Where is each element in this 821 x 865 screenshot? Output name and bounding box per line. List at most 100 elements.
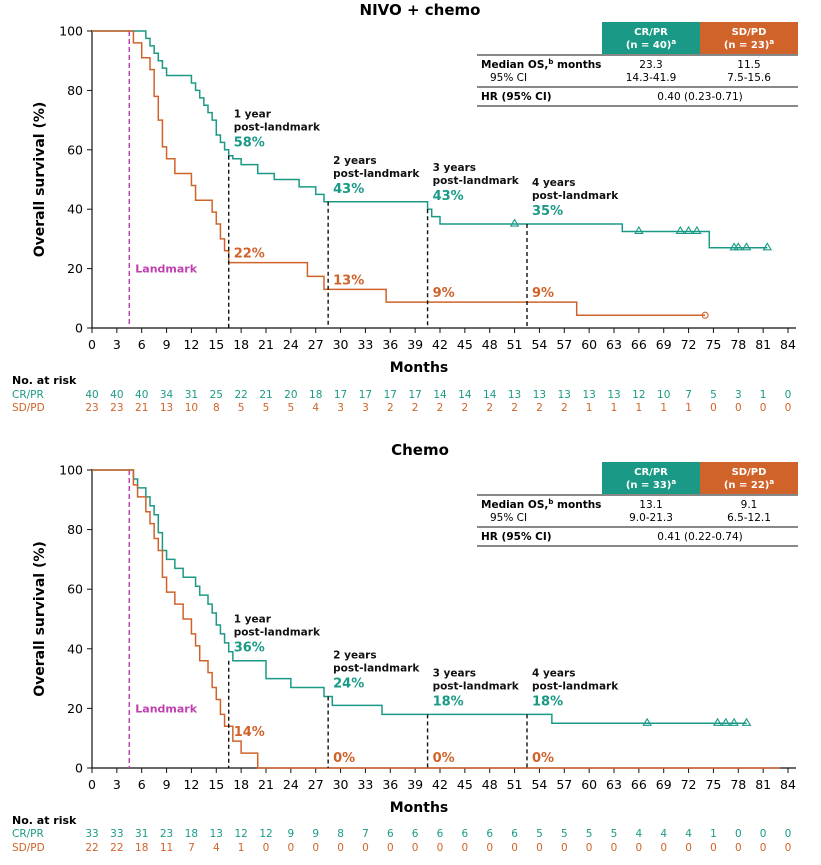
risk-count: 0 xyxy=(760,842,767,854)
x-tick-label: 0 xyxy=(88,337,96,352)
risk-count: 6 xyxy=(437,828,444,840)
x-axis-label: Months xyxy=(390,800,449,816)
risk-count: 0 xyxy=(511,842,518,854)
risk-count: 0 xyxy=(710,842,717,854)
x-tick-label: 6 xyxy=(138,777,146,792)
table-header-n-sup: a xyxy=(671,38,676,46)
risk-count: 13 xyxy=(533,389,546,401)
x-tick-label: 81 xyxy=(755,777,771,792)
risk-count: 31 xyxy=(185,389,198,401)
y-axis-label: Overall survival (%) xyxy=(32,541,48,697)
risk-row-label-sdpd: SD/PD xyxy=(12,402,45,414)
risk-table-title: No. at risk xyxy=(12,814,77,827)
x-tick-label: 78 xyxy=(730,337,746,352)
annotation-post-landmark-label: post-landmark xyxy=(532,680,619,692)
risk-count: 2 xyxy=(511,402,518,414)
annotation-sdpd-value: 0% xyxy=(333,751,355,766)
risk-count: 0 xyxy=(362,842,369,854)
x-tick-label: 84 xyxy=(780,777,796,792)
annotation-sdpd-value: 9% xyxy=(433,286,455,301)
risk-count: 2 xyxy=(412,402,419,414)
y-tick-label: 60 xyxy=(67,142,83,157)
table-ci-label: 95% CI xyxy=(490,72,527,84)
table-median-suffix: months xyxy=(553,499,601,511)
x-tick-label: 12 xyxy=(183,337,199,352)
risk-count: 0 xyxy=(312,842,319,854)
risk-row-label-crpr: CR/PR xyxy=(12,389,44,401)
annotation-sdpd-value: 14% xyxy=(234,725,265,740)
annotation-year-label: 3 years xyxy=(433,162,476,174)
x-tick-label: 30 xyxy=(333,337,349,352)
x-tick-label: 36 xyxy=(382,337,398,352)
x-tick-label: 27 xyxy=(308,337,324,352)
censor-mark xyxy=(701,311,709,319)
table-header-n-text: (n = 22) xyxy=(724,480,770,491)
risk-count: 0 xyxy=(735,828,742,840)
risk-count: 17 xyxy=(334,389,347,401)
risk-count: 6 xyxy=(412,828,419,840)
risk-count: 0 xyxy=(337,842,344,854)
x-tick-label: 21 xyxy=(258,337,274,352)
annotation-post-landmark-label: post-landmark xyxy=(234,627,321,639)
x-tick-label: 12 xyxy=(183,777,199,792)
y-tick-label: 100 xyxy=(59,24,83,39)
risk-count: 3 xyxy=(362,402,369,414)
risk-count: 18 xyxy=(185,828,198,840)
risk-count: 20 xyxy=(284,389,297,401)
table-ci-label: 95% CI xyxy=(490,512,527,524)
table-header-n: (n = 40)a xyxy=(626,38,677,51)
annotation-crpr-value: 58% xyxy=(234,136,265,151)
x-tick-label: 63 xyxy=(606,337,622,352)
annotation-sdpd-value: 0% xyxy=(433,751,455,766)
risk-count: 14 xyxy=(458,389,472,401)
risk-count: 2 xyxy=(536,402,543,414)
x-tick-label: 33 xyxy=(357,337,373,352)
risk-count: 10 xyxy=(657,389,670,401)
x-tick-label: 69 xyxy=(656,777,672,792)
annotation-year-label: 2 years xyxy=(333,649,376,661)
risk-count: 8 xyxy=(337,828,344,840)
risk-count: 13 xyxy=(558,389,571,401)
risk-count: 3 xyxy=(735,389,742,401)
risk-count: 34 xyxy=(160,389,174,401)
annotation-post-landmark-label: post-landmark xyxy=(333,662,420,674)
y-tick-label: 20 xyxy=(67,701,83,716)
x-tick-label: 30 xyxy=(333,777,349,792)
x-tick-label: 63 xyxy=(606,777,622,792)
censor-mark xyxy=(762,242,773,251)
x-tick-label: 81 xyxy=(755,337,771,352)
risk-count: 1 xyxy=(760,389,767,401)
annotation-crpr-value: 18% xyxy=(433,694,464,709)
risk-count: 2 xyxy=(462,402,469,414)
x-tick-label: 45 xyxy=(457,337,473,352)
x-tick-label: 18 xyxy=(233,337,249,352)
risk-count: 0 xyxy=(760,828,767,840)
y-tick-label: 40 xyxy=(67,202,83,217)
risk-count: 0 xyxy=(785,389,792,401)
censor-mark xyxy=(712,717,723,726)
x-tick-label: 18 xyxy=(233,777,249,792)
x-tick-label: 39 xyxy=(407,337,423,352)
table-ci-value: 14.3-41.9 xyxy=(626,72,677,84)
y-axis-label: Overall survival (%) xyxy=(32,102,48,258)
table-header-n-text: (n = 40) xyxy=(626,40,672,51)
x-tick-label: 39 xyxy=(407,777,423,792)
risk-count: 4 xyxy=(685,828,692,840)
table-hr-value: 0.40 (0.23-0.71) xyxy=(657,91,742,103)
x-tick-label: 48 xyxy=(482,777,498,792)
x-tick-label: 57 xyxy=(556,337,572,352)
risk-count: 33 xyxy=(85,828,98,840)
x-tick-label: 75 xyxy=(705,337,721,352)
risk-count: 5 xyxy=(238,402,245,414)
annotation-post-landmark-label: post-landmark xyxy=(433,680,520,692)
risk-count: 1 xyxy=(611,402,618,414)
risk-count: 0 xyxy=(288,842,295,854)
risk-count: 0 xyxy=(760,402,767,414)
risk-count: 7 xyxy=(188,842,195,854)
risk-count: 13 xyxy=(582,389,595,401)
risk-count: 33 xyxy=(110,828,123,840)
x-tick-label: 36 xyxy=(382,777,398,792)
table-header-sdpd xyxy=(700,22,798,54)
risk-count: 4 xyxy=(660,828,667,840)
table-median-value: 9.1 xyxy=(741,499,758,511)
